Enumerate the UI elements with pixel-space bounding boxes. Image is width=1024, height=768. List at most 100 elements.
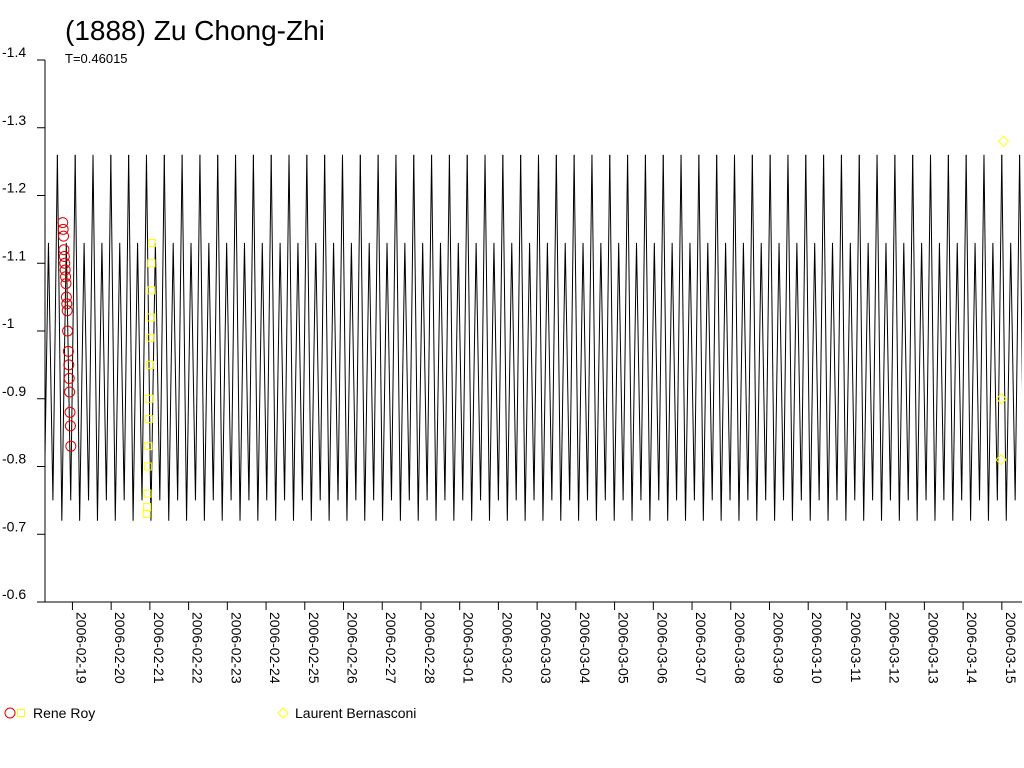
curve-cycle <box>537 154 557 521</box>
x-tick-label: 2006-03-09 <box>770 612 786 684</box>
curve-cycle <box>555 154 575 521</box>
curve-cycle <box>840 154 860 521</box>
chart-title: (1888) Zu Chong-Zhi <box>65 15 325 46</box>
curve-cycle <box>644 154 664 521</box>
curve-cycle <box>573 154 593 521</box>
data-point <box>60 291 72 303</box>
curve-cycle <box>484 154 504 521</box>
curve-cycle <box>199 154 219 521</box>
y-tick-label: -1.2 <box>2 180 26 196</box>
data-point <box>63 359 75 371</box>
x-tick-label: 2006-03-15 <box>1003 612 1019 684</box>
data-point <box>65 440 77 452</box>
x-tick-label: 2006-03-12 <box>887 612 903 684</box>
curve-cycle <box>858 154 878 521</box>
x-tick-label: 2006-03-05 <box>616 612 632 684</box>
curve-cycle <box>751 154 771 521</box>
curve-cycle <box>627 154 646 521</box>
curve-cycle <box>163 154 183 521</box>
data-point <box>57 223 69 235</box>
data-point <box>145 394 154 403</box>
curve-cycle <box>609 154 629 521</box>
x-tick-label: 2006-02-20 <box>112 612 128 684</box>
legend-symbol <box>4 707 16 719</box>
data-point <box>60 271 72 283</box>
curve-cycle <box>252 154 272 521</box>
curve-cycle <box>769 154 789 521</box>
y-tick-label: -0.9 <box>2 383 26 399</box>
curve-cycle <box>306 154 326 521</box>
y-tick-label: -1.1 <box>2 247 26 263</box>
x-tick-label: 2006-03-02 <box>499 612 515 684</box>
x-tick-label: 2006-02-22 <box>190 612 206 684</box>
curve-cycle <box>128 154 147 521</box>
curve-cycle <box>1001 154 1021 521</box>
data-point <box>64 406 76 418</box>
x-tick-label: 2006-03-10 <box>809 612 825 684</box>
curve-cycle <box>431 154 450 521</box>
x-tick-label: 2006-03-13 <box>925 612 941 684</box>
curve-cycle <box>787 154 807 521</box>
x-tick-label: 2006-02-26 <box>345 612 361 684</box>
data-point <box>145 360 154 369</box>
data-point <box>147 259 156 268</box>
curve-cycle <box>181 154 201 521</box>
curve-cycle <box>520 154 539 521</box>
data-point <box>58 250 70 262</box>
data-point <box>62 345 74 357</box>
x-tick-label: 2006-02-24 <box>267 612 283 684</box>
legend-label: Laurent Bernasconi <box>295 705 416 721</box>
curve-cycle <box>983 154 1003 521</box>
curve-cycle <box>377 154 397 521</box>
x-tick-label: 2006-03-04 <box>577 612 593 684</box>
data-point <box>64 386 76 398</box>
curve-cycle <box>45 154 58 501</box>
y-tick-label: -1.3 <box>2 112 26 128</box>
data-point <box>64 420 76 432</box>
x-tick-label: 2006-03-14 <box>964 612 980 684</box>
curve-cycle <box>395 154 415 521</box>
x-tick-label: 2006-03-03 <box>538 612 554 684</box>
y-tick-label: -1 <box>2 315 15 331</box>
curve-cycle <box>324 154 343 521</box>
curve-cycle <box>502 154 522 521</box>
x-tick-label: 2006-02-23 <box>228 612 244 684</box>
x-tick-label: 2006-02-28 <box>422 612 438 684</box>
x-tick-label: 2006-02-19 <box>73 612 89 684</box>
curve-cycle <box>912 154 932 521</box>
data-point <box>146 313 155 322</box>
curve-cycle <box>805 154 825 521</box>
data-point <box>58 244 70 256</box>
curve-cycle <box>680 154 700 521</box>
data-point <box>995 454 1007 466</box>
x-tick-label: 2006-03-11 <box>848 612 864 683</box>
y-tick-label: -1.4 <box>2 44 26 60</box>
curve-cycle <box>698 154 718 521</box>
curve-cycle <box>413 154 433 521</box>
data-point <box>143 489 152 498</box>
y-tick-label: -0.6 <box>2 586 26 602</box>
legend-symbol <box>277 707 289 719</box>
legend-symbol <box>17 709 25 717</box>
data-point <box>147 286 156 295</box>
data-point <box>58 230 70 242</box>
curve-cycle <box>110 154 130 521</box>
curve-cycle <box>466 154 486 521</box>
chart-subtitle: T=0.46015 <box>65 51 128 66</box>
y-tick-label: -0.7 <box>2 518 26 534</box>
data-point <box>63 372 75 384</box>
y-tick-label: -0.8 <box>2 451 26 467</box>
curve-cycle <box>235 154 254 521</box>
x-tick-label: 2006-02-25 <box>306 612 322 684</box>
data-point <box>146 333 155 342</box>
curve-cycle <box>716 154 735 521</box>
curve-cycle <box>217 154 237 521</box>
data-point <box>62 325 74 337</box>
x-tick-label: 2006-03-07 <box>693 612 709 684</box>
data-point <box>995 393 1008 405</box>
curve-cycle <box>74 154 94 521</box>
data-point <box>61 305 73 317</box>
curve-cycle <box>930 154 949 521</box>
